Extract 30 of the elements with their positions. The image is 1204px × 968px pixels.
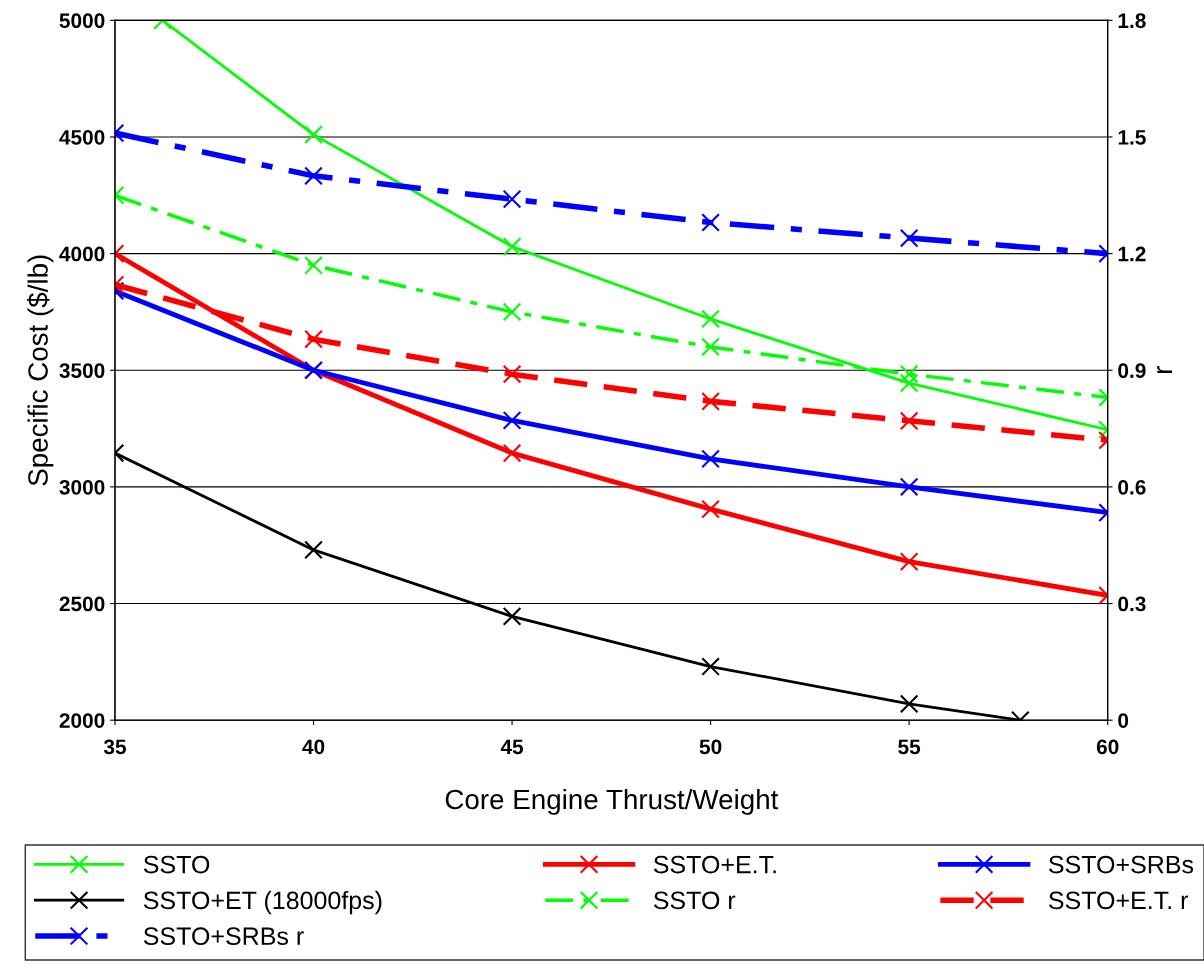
y2-tick-label: 0.6 <box>1118 479 1146 495</box>
x-tick-label: 40 <box>302 739 325 755</box>
y-axis-title: Specific Cost ($/lb) <box>27 255 54 486</box>
y-tick-label: 4000 <box>59 246 105 262</box>
legend-label: SSTO+E.T. r <box>1049 891 1188 910</box>
y-tick-label: 3500 <box>59 363 105 379</box>
y2-tick-label: 1.2 <box>1118 246 1146 262</box>
y2-tick-label: 0 <box>1118 713 1129 728</box>
y2-tick-label: 0.9 <box>1118 363 1146 379</box>
x-tick-label: 45 <box>500 739 524 755</box>
x-tick-label: 50 <box>699 739 722 755</box>
y2-tick-label: 1.8 <box>1118 13 1146 29</box>
x-tick-label: 55 <box>898 739 921 755</box>
x-tick-label: 60 <box>1096 739 1119 755</box>
y2-axis-title: r <box>1157 366 1173 374</box>
legend-label: SSTO+SRBs r <box>143 927 304 946</box>
legend-label: SSTO+E.T. <box>653 855 776 874</box>
y2-tick-label: 1.5 <box>1118 130 1146 145</box>
y-tick-label: 2000 <box>59 713 105 728</box>
legend-label: SSTO r <box>653 891 736 910</box>
legend-label: SSTO <box>143 855 210 874</box>
legend-label: SSTO+ET (18000fps) <box>143 890 382 915</box>
legend-label: SSTO+SRBs <box>1049 855 1194 874</box>
y-tick-label: 4500 <box>59 129 105 145</box>
y-tick-label: 2500 <box>59 596 105 612</box>
x-axis-title: Core Engine Thrust/Weight <box>445 788 779 815</box>
y-tick-label: 5000 <box>59 13 105 29</box>
y2-tick-label: 0.3 <box>1118 596 1146 612</box>
x-tick-label: 35 <box>103 739 126 755</box>
y-tick-label: 3000 <box>59 479 105 495</box>
